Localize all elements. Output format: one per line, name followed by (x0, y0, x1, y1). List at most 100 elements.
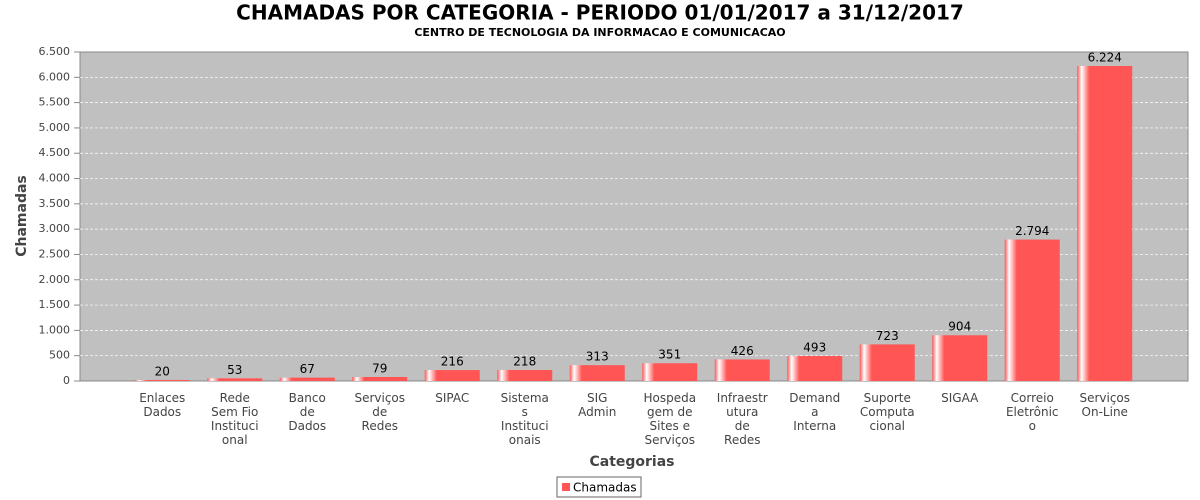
x-tick-label-line: Dados (143, 405, 181, 419)
x-tick-label-line: o (1029, 419, 1036, 433)
x-tick-label-line: Serviços (644, 433, 695, 447)
y-tick-label: 6.000 (39, 70, 71, 83)
x-tick-label-line: Correio (1011, 391, 1054, 405)
x-tick-label-line: On-Line (1082, 405, 1128, 419)
x-tick-label: Sistema s Instituci onais (501, 391, 549, 447)
bar (642, 363, 698, 381)
bar (859, 344, 915, 381)
x-tick-label: Serviços On-Line (1079, 391, 1130, 419)
x-tick-label-line: onais (509, 433, 541, 447)
y-tick-label: 5.000 (39, 121, 71, 134)
value-label: 493 (803, 341, 826, 355)
x-tick-label: Banco de Dados (288, 391, 326, 433)
value-label: 313 (586, 350, 609, 364)
x-tick-label-line: a (811, 405, 818, 419)
x-tick-label-line: Serviços (354, 391, 405, 405)
legend-label: Chamadas (573, 481, 637, 495)
x-tick-label-line: Hospeda (643, 391, 696, 405)
x-tick-label-line: Admin (578, 405, 616, 419)
value-label: 79 (372, 362, 387, 376)
x-tick-label-line: de (735, 419, 750, 433)
x-tick-label-line: Demand (789, 391, 840, 405)
legend-box (556, 476, 642, 498)
x-tick-label: SIG Admin (578, 391, 616, 419)
y-tick-label: 3.500 (39, 197, 71, 210)
y-tick-label: 2.500 (39, 247, 71, 260)
x-tick-label-line: Serviços (1079, 391, 1130, 405)
value-label: 2.794 (1015, 224, 1049, 238)
y-tick-label: 4.000 (39, 172, 71, 185)
x-tick-label: Demand a Interna (789, 391, 840, 433)
x-tick-label-line: de (300, 405, 315, 419)
x-tick-label-line: onal (222, 433, 248, 447)
x-tick-label-line: Instituci (501, 419, 549, 433)
x-tick-label-line: cional (869, 419, 905, 433)
value-label: 351 (658, 348, 681, 362)
x-tick-label-line: Infraestr (717, 391, 768, 405)
bar (787, 356, 843, 381)
bar (932, 335, 988, 381)
x-tick-label-line: Rede (220, 391, 250, 405)
x-tick-label-line: Enlaces (139, 391, 185, 405)
y-tick-label: 3.000 (39, 222, 71, 235)
value-label: 218 (513, 354, 536, 368)
bar (424, 370, 480, 381)
y-tick-label: 5.500 (39, 96, 71, 109)
bar (569, 365, 625, 381)
x-axis-label: Categorias (589, 454, 674, 470)
y-tick-label: 1.500 (39, 298, 71, 311)
y-axis-label: Chamadas (14, 175, 30, 257)
x-tick-label: Serviços de Redes (354, 391, 405, 433)
x-tick-label-line: Suporte (864, 391, 911, 405)
x-tick-label-line: Dados (288, 419, 326, 433)
x-tick-label-line: Sem Fio (211, 405, 258, 419)
x-tick-label-line: SIGAA (941, 391, 979, 405)
x-tick-label-line: Redes (724, 433, 760, 447)
bar (1004, 239, 1060, 381)
x-tick-label-line: SIPAC (435, 391, 469, 405)
value-label: 216 (441, 355, 464, 369)
bar (279, 377, 335, 381)
y-tick-label: 4.500 (39, 146, 71, 159)
value-label: 723 (876, 329, 899, 343)
x-tick-label-line: Eletrônic (1006, 405, 1059, 419)
bar (207, 378, 263, 381)
bar (134, 379, 190, 381)
x-tick-label-line: SIG (587, 391, 607, 405)
x-tick-label: Rede Sem Fio Instituci onal (211, 391, 259, 447)
x-tick-label-line: s (522, 405, 528, 419)
y-tick-label: 0 (63, 374, 70, 387)
y-tick-label: 1.000 (39, 323, 71, 336)
x-tick-label: Enlaces Dados (139, 391, 185, 419)
x-tick-label-line: utura (726, 405, 758, 419)
x-tick-label: SIPAC (435, 391, 469, 405)
x-tick-label-line: Interna (793, 419, 836, 433)
x-tick-label: Hospeda gem de Sites e Serviços (643, 391, 696, 447)
y-tick-label: 500 (49, 349, 70, 362)
x-tick-label: Correio Eletrônic o (1006, 391, 1059, 433)
value-label: 904 (948, 320, 971, 334)
value-label: 6.224 (1088, 50, 1122, 64)
x-tick-label-line: Sistema (501, 391, 549, 405)
x-tick-label: SIGAA (941, 391, 979, 405)
chart-title: CHAMADAS POR CATEGORIA - PERIODO 01/01/2… (236, 1, 964, 25)
x-tick-label-line: Sites e (650, 419, 691, 433)
value-label: 67 (300, 362, 315, 376)
x-tick-label-line: Computa (860, 405, 915, 419)
legend-swatch (562, 483, 570, 491)
x-tick-label-line: Banco (289, 391, 326, 405)
value-label: 20 (155, 364, 170, 378)
x-tick-label-line: de (372, 405, 387, 419)
bar (497, 369, 553, 381)
y-tick-label: 6.500 (39, 45, 71, 58)
value-label: 426 (731, 344, 754, 358)
y-tick-label: 2.000 (39, 273, 71, 286)
x-tick-label: Suporte Computa cional (860, 391, 915, 433)
bar (714, 359, 770, 381)
bar (352, 377, 408, 381)
x-tick-label-line: Instituci (211, 419, 259, 433)
x-tick-label-line: Redes (362, 419, 398, 433)
x-tick-label-line: gem de (647, 405, 693, 419)
chart-subtitle: CENTRO DE TECNOLOGIA DA INFORMACAO E COM… (414, 26, 785, 39)
